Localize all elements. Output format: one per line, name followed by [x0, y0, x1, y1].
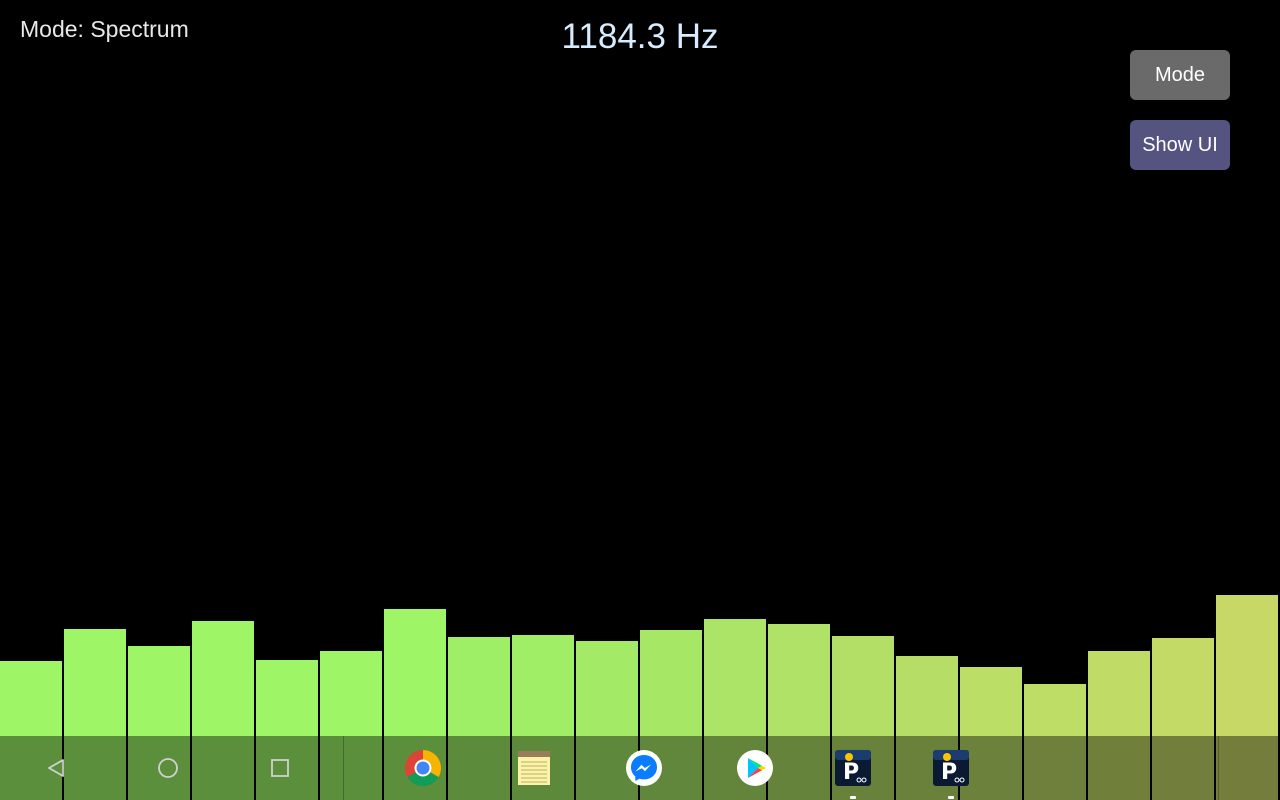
notepad-app-icon[interactable]	[515, 749, 553, 787]
spectrum-bar	[1152, 638, 1214, 800]
spectrum-bar	[128, 646, 190, 800]
navbar-divider	[1218, 736, 1219, 800]
play-store-app-icon[interactable]	[736, 749, 774, 787]
parking-icon: P	[835, 750, 871, 786]
spectrum-bar	[1088, 651, 1150, 800]
recents-button[interactable]	[266, 754, 294, 782]
back-button[interactable]	[42, 754, 70, 782]
play-store-icon	[737, 750, 773, 786]
messenger-app-icon[interactable]	[625, 749, 663, 787]
parking-icon: P	[933, 750, 969, 786]
parking-app-icon-1[interactable]: P	[834, 749, 872, 787]
frequency-readout: 1184.3 Hz	[561, 17, 719, 56]
show-ui-button[interactable]: Show UI	[1130, 120, 1230, 170]
spectrum-bar	[448, 637, 510, 800]
spectrum-bar	[64, 629, 126, 800]
navbar-divider	[343, 736, 344, 800]
spectrum-bar	[768, 624, 830, 800]
recents-square-icon	[271, 759, 289, 777]
mode-button[interactable]: Mode	[1130, 50, 1230, 100]
svg-text:P: P	[843, 760, 859, 785]
spectrum-bar	[1216, 595, 1278, 800]
parking-app-icon-2[interactable]: P	[932, 749, 970, 787]
spectrum-bar	[0, 661, 62, 800]
svg-text:P: P	[941, 760, 957, 785]
running-indicator	[850, 796, 856, 799]
spectrum-bar	[320, 651, 382, 800]
spectrum-bar	[1024, 684, 1086, 800]
spectrum-bar	[192, 621, 254, 800]
notepad-icon	[518, 751, 550, 785]
home-button[interactable]	[154, 754, 182, 782]
chrome-icon	[404, 750, 442, 787]
running-indicator	[948, 796, 954, 799]
messenger-icon	[626, 750, 662, 786]
back-triangle-icon	[48, 759, 64, 777]
chrome-app-icon[interactable]	[404, 749, 442, 787]
home-circle-icon	[158, 758, 178, 778]
spectrum-bar	[960, 667, 1022, 800]
mode-status-label: Mode: Spectrum	[20, 16, 189, 42]
